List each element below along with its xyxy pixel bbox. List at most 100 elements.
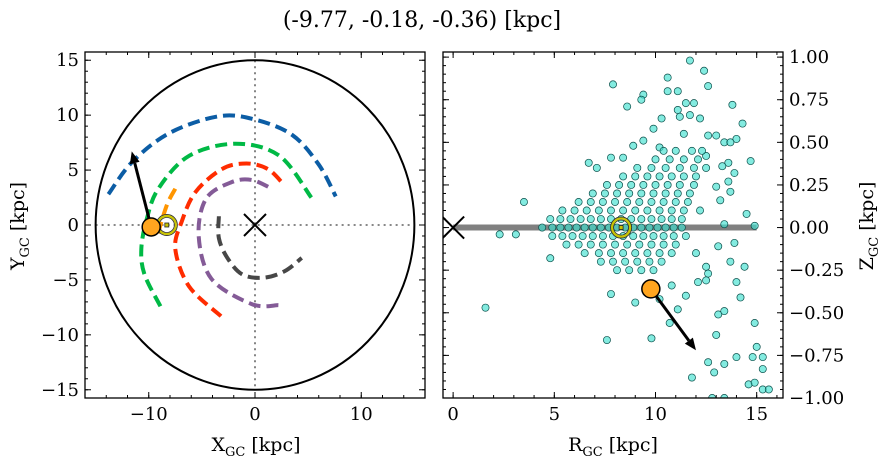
scatter-point — [598, 198, 607, 206]
scatter-point — [671, 240, 680, 249]
scatter-point — [724, 177, 733, 186]
scatter-point — [511, 230, 520, 239]
scatter-point — [659, 232, 668, 241]
scatter-point — [649, 266, 658, 275]
velocity-arrow-shaft — [133, 162, 153, 228]
scatter-point — [611, 240, 619, 249]
scatter-point — [619, 206, 628, 215]
y-tick-label: −1.00 — [789, 388, 844, 409]
scatter-point — [679, 129, 688, 138]
scatter-point — [639, 232, 648, 241]
scatter-point — [738, 119, 747, 128]
scatter-point — [704, 131, 713, 140]
scatter-point — [584, 158, 593, 167]
scatter-point — [615, 180, 624, 189]
scatter-point — [758, 365, 767, 373]
y-tick-label: 5 — [68, 160, 79, 181]
scatter-point — [586, 198, 595, 206]
target-ring-outline — [610, 216, 633, 239]
velocity-arrow-head — [684, 337, 696, 351]
scatter-point — [669, 223, 678, 232]
scatter-point — [694, 155, 702, 164]
scatter-point — [696, 114, 704, 123]
spiral-arm-line — [216, 216, 304, 280]
scatter-point — [619, 172, 628, 181]
scatter-point — [663, 73, 672, 82]
scatter-point — [556, 223, 565, 232]
scatter-point — [704, 358, 713, 367]
scatter-point — [651, 180, 660, 189]
target-center-square — [164, 222, 170, 228]
star-position-marker — [641, 279, 661, 299]
scatter-point — [639, 136, 648, 145]
scatter-point — [607, 206, 615, 215]
scatter-point — [752, 342, 761, 351]
figure-title: (-9.77, -0.18, -0.36) [kpc] — [283, 8, 561, 33]
y-tick-label: −5 — [52, 270, 79, 291]
scatter-point — [665, 319, 674, 327]
scatter-point — [702, 262, 711, 271]
scatter-point — [574, 240, 583, 249]
scatter-point — [546, 254, 555, 263]
scatter-point — [637, 215, 646, 223]
scatter-point — [558, 206, 567, 215]
scatter-point — [742, 209, 751, 218]
scatter-point — [677, 223, 686, 232]
scatter-point — [647, 334, 656, 343]
scatter-point — [607, 249, 615, 258]
scatter-point — [643, 172, 652, 181]
scatter-point — [631, 249, 640, 258]
left-y-axis-label: YGC [kpc] — [7, 182, 33, 271]
scatter-point — [631, 172, 640, 181]
scatter-point — [712, 131, 721, 140]
y-tick-label: −0.75 — [789, 345, 844, 366]
scatter-point — [653, 223, 662, 232]
scatter-point — [631, 298, 640, 307]
y-tick-label: 0 — [68, 215, 79, 236]
scatter-point — [635, 240, 644, 249]
scatter-point — [651, 155, 660, 164]
scatter-point — [690, 163, 698, 172]
scatter-point — [663, 180, 672, 189]
scatter-point — [481, 303, 490, 312]
scatter-point — [647, 198, 656, 206]
scatter-point — [679, 206, 688, 215]
x-tick-label: 0 — [447, 404, 458, 425]
scatter-point — [702, 152, 711, 160]
scatter-point — [764, 385, 773, 394]
scatter-point — [598, 232, 607, 241]
scatter-point — [679, 155, 688, 164]
scatter-point — [726, 187, 735, 196]
y-tick-label: 0.75 — [789, 90, 829, 111]
scatter-point — [704, 82, 713, 91]
galactic-center-x-marker — [443, 215, 465, 240]
scatter-point — [700, 66, 709, 75]
target-ring — [610, 217, 632, 238]
scatter-point — [667, 249, 676, 258]
scatter-point — [720, 307, 729, 316]
scatter-point — [681, 232, 690, 241]
scatter-point — [673, 189, 682, 198]
scatter-point — [627, 180, 636, 189]
plot-area — [443, 56, 773, 398]
scatter-point — [546, 215, 555, 223]
scatter-point — [726, 138, 735, 147]
scatter-point — [566, 215, 575, 223]
scatter-point — [673, 305, 682, 314]
spiral-arm-line — [139, 141, 313, 308]
x-tick-label: 0 — [249, 404, 260, 425]
scatter-point — [613, 266, 621, 275]
scatter-point — [659, 240, 668, 249]
scatter-point — [669, 232, 678, 241]
right-y-axis-label: ZGC [kpc] — [856, 182, 882, 271]
scatter-point — [702, 276, 711, 285]
scatter-point — [645, 223, 654, 232]
scatter-point — [580, 249, 589, 258]
scatter-point — [710, 368, 719, 377]
scatter-point — [556, 215, 565, 223]
scatter-point — [736, 293, 745, 302]
scatter-point — [718, 162, 727, 171]
scatter-point — [675, 180, 684, 189]
scatter-point — [704, 269, 713, 278]
scatter-point — [649, 189, 658, 198]
